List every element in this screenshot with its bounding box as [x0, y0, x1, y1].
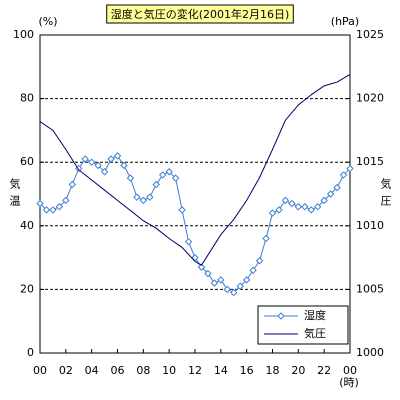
x-tick-label: 04: [85, 364, 99, 377]
marker: [281, 196, 290, 205]
marker: [249, 266, 257, 275]
marker: [126, 174, 135, 182]
marker: [100, 168, 109, 176]
x-tick-label: 08: [136, 364, 150, 377]
x-tick-label: 16: [240, 364, 254, 377]
x-tick-label: 02: [59, 364, 73, 377]
y-tick-label: 80: [20, 92, 34, 105]
x-tick-label: 12: [188, 364, 202, 377]
marker: [339, 171, 348, 179]
marker: [133, 193, 141, 201]
marker: [107, 155, 115, 163]
marker: [301, 203, 309, 211]
x-tick-label: 00: [33, 364, 47, 377]
y-axis-label: 気温: [8, 177, 21, 212]
marker: [333, 183, 341, 192]
marker: [236, 282, 244, 290]
plot-frame: [39, 34, 351, 354]
marker: [255, 257, 264, 265]
y2-unit: (hPa): [331, 15, 359, 28]
marker: [178, 206, 186, 214]
y2-tick-label: 1020: [356, 92, 384, 105]
marker: [36, 199, 44, 208]
marker: [159, 171, 167, 179]
y-tick-label: 0: [27, 346, 34, 359]
marker: [268, 209, 277, 217]
marker: [146, 193, 154, 201]
marker: [346, 164, 354, 173]
marker: [152, 180, 160, 189]
legend-marker: [277, 312, 285, 320]
marker: [113, 152, 122, 160]
marker: [81, 155, 89, 163]
marker: [55, 203, 64, 211]
legend-box: [257, 305, 349, 345]
marker: [307, 206, 315, 214]
marker: [275, 206, 283, 214]
marker: [210, 279, 219, 287]
y2-tick-label: 1005: [356, 282, 384, 295]
marker: [42, 206, 51, 214]
marker: [320, 196, 328, 205]
marker: [62, 196, 70, 205]
x-tick-label: 14: [214, 364, 228, 377]
y2-tick-label: 1025: [356, 28, 384, 41]
marker: [184, 237, 193, 246]
marker: [223, 285, 231, 294]
marker: [94, 161, 102, 170]
chart-title: 湿度と気圧の変化(2001年2月16日): [111, 7, 290, 21]
x-tick-label: 18: [266, 364, 280, 377]
marker: [217, 276, 225, 284]
marker: [326, 190, 335, 198]
marker: [120, 161, 128, 170]
series-line: [39, 74, 351, 266]
title-box: [106, 4, 294, 24]
legend-label: 湿度: [304, 308, 326, 322]
legend-label: 気圧: [304, 326, 326, 340]
marker: [314, 203, 322, 211]
marker: [165, 168, 173, 176]
marker: [171, 174, 180, 182]
y2-axis-label: 気圧: [379, 177, 392, 212]
marker: [139, 196, 148, 205]
x-unit: (時): [339, 376, 359, 389]
marker: [204, 269, 212, 278]
marker: [262, 234, 270, 243]
y-tick-label: 20: [20, 282, 34, 295]
x-tick-label: 06: [111, 364, 125, 377]
marker: [242, 276, 251, 284]
y-tick-label: 40: [20, 219, 34, 232]
y2-tick-label: 1000: [356, 346, 384, 359]
marker: [294, 203, 303, 211]
marker: [288, 199, 296, 208]
x-tick-label: 22: [317, 364, 331, 377]
y2-tick-label: 1010: [356, 219, 384, 232]
marker: [197, 263, 206, 271]
y-unit: (%): [38, 15, 57, 28]
y2-tick-label: 1015: [356, 155, 384, 168]
marker: [87, 158, 96, 166]
y-tick-label: 60: [20, 155, 34, 168]
x-tick-label: 20: [291, 364, 305, 377]
marker: [230, 288, 238, 297]
marker: [68, 180, 76, 189]
x-tick-label: 00: [343, 364, 357, 377]
y-tick-label: 100: [13, 28, 34, 41]
marker: [49, 206, 57, 214]
x-tick-label: 10: [162, 364, 176, 377]
